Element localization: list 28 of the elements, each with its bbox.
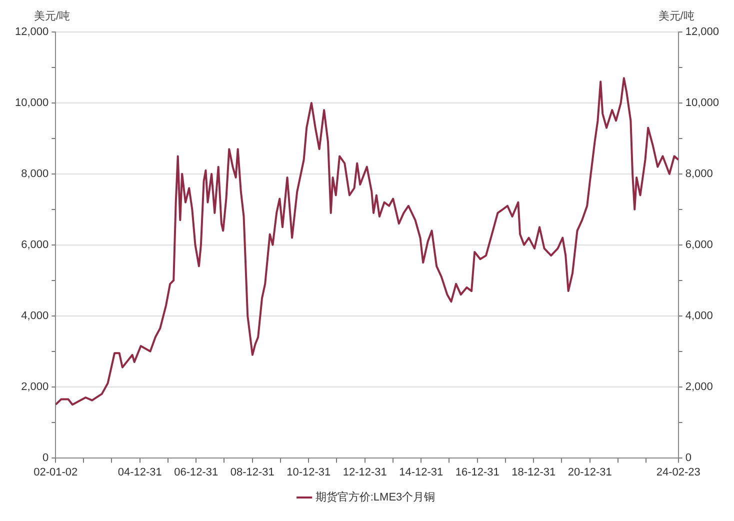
y2-tick-label: 10,000	[685, 97, 720, 109]
x-tick-label: 14-12-31	[399, 466, 444, 478]
y2-axis-title: 美元/吨	[658, 10, 694, 23]
x-tick-label: 10-12-31	[286, 466, 331, 478]
y2-tick-label: 0	[685, 452, 692, 464]
x-tick-label: 12-12-31	[342, 466, 387, 478]
x-tick-label: 08-12-31	[230, 466, 274, 478]
y2-tick-label: 6,000	[685, 238, 713, 251]
x-tick-label: 06-12-31	[174, 466, 218, 478]
x-tick-label: 18-12-31	[512, 466, 556, 478]
x-tick-label: 16-12-31	[455, 466, 500, 478]
y-tick-label: 0	[42, 452, 49, 464]
y2-tick-label: 8,000	[685, 168, 713, 180]
y2-tick-label: 2,000	[685, 380, 713, 393]
y-tick-label: 10,000	[14, 97, 49, 109]
legend-label: 期货官方价:LME3个月铜	[315, 490, 436, 504]
x-tick-label: 20-12-31	[568, 466, 612, 478]
y2-tick-label: 4,000	[685, 310, 713, 322]
y-tick-label: 6,000	[21, 238, 49, 251]
y-tick-label: 8,000	[21, 168, 49, 180]
x-tick-label: 02-01-02	[34, 466, 78, 478]
y-tick-label: 12,000	[14, 26, 49, 38]
x-tick-label: 24-02-23	[656, 466, 700, 478]
y-axis-title: 美元/吨	[34, 10, 70, 23]
y2-tick-label: 12,000	[685, 26, 720, 38]
y-tick-label: 2,000	[21, 380, 49, 393]
x-tick-label: 04-12-31	[118, 466, 162, 478]
y-tick-label: 4,000	[21, 310, 49, 322]
